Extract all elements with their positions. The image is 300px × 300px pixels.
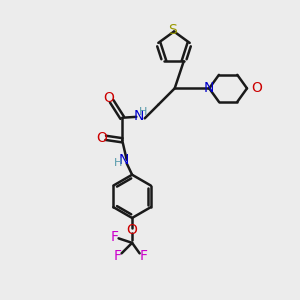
- Text: H: H: [139, 107, 147, 117]
- Text: N: N: [118, 153, 129, 167]
- Text: F: F: [114, 249, 122, 263]
- Text: O: O: [97, 131, 107, 145]
- Text: F: F: [111, 230, 119, 244]
- Text: N: N: [134, 109, 145, 123]
- Text: H: H: [114, 158, 122, 168]
- Text: O: O: [251, 81, 262, 95]
- Text: O: O: [103, 91, 114, 105]
- Text: S: S: [168, 23, 177, 37]
- Text: F: F: [139, 249, 147, 263]
- Text: O: O: [127, 223, 137, 237]
- Text: N: N: [204, 81, 214, 95]
